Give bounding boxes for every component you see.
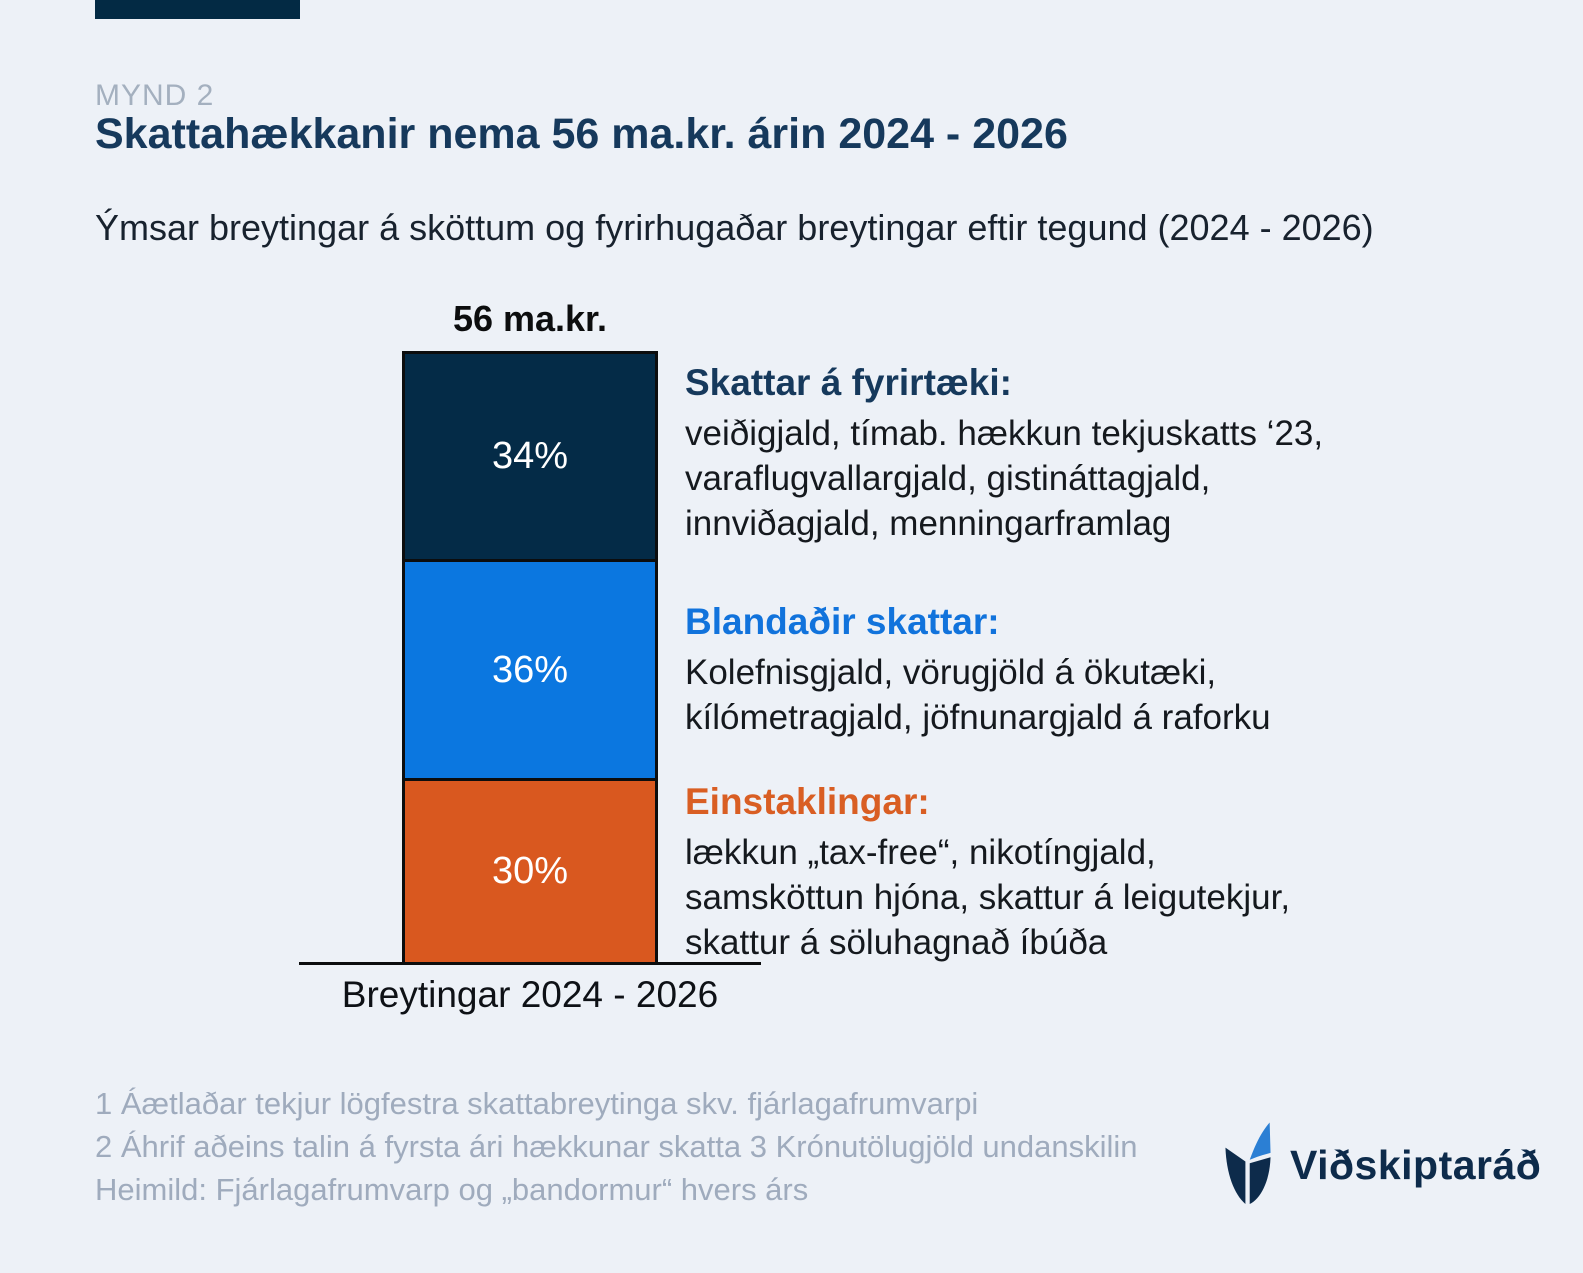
footnotes: 1 Áætlaðar tekjur lögfestra skattabreyti…: [95, 1082, 1215, 1211]
footnote-line: 1 Áætlaðar tekjur lögfestra skattabreyti…: [95, 1086, 979, 1121]
annotation-heading: Skattar á fyrirtæki:: [685, 362, 1012, 403]
bar-segment-individuals: 30%: [405, 781, 655, 962]
x-axis-label: Breytingar 2024 - 2026: [341, 974, 719, 1015]
annotation-line: kílómetragjald, jöfnunargjald á raforku: [685, 698, 1271, 737]
annotation-line: skattur á söluhagnað íbúða: [685, 923, 1108, 962]
annotation-mixed: Blandaðir skattar: Kolefnisgjald, vörugj…: [685, 601, 1485, 740]
page-subtitle: Ýmsar breytingar á sköttum og fyrirhugað…: [95, 207, 1374, 248]
annotation-companies: Skattar á fyrirtæki: veiðigjald, tímab. …: [685, 362, 1485, 546]
figure-label: MYND 2: [95, 79, 215, 112]
logo-text: Viðskiptaráð: [1290, 1141, 1542, 1188]
annotation-line: innviðagjald, menningarframlag: [685, 504, 1172, 543]
bar-segment-mixed: 36%: [405, 561, 655, 779]
annotation-line: Kolefnisgjald, vörugjöld á ökutæki,: [685, 653, 1217, 692]
segment-percent-label: 34%: [491, 434, 569, 477]
annotation-line: samsköttun hjóna, skattur á leigutekjur,: [685, 878, 1291, 917]
annotation-heading: Blandaðir skattar:: [685, 601, 1000, 642]
annotation-line: veiðigjald, tímab. hækkun tekjuskatts ‘2…: [685, 414, 1324, 453]
brand-accent-bar: [95, 0, 300, 19]
annotation-line: lækkun „tax-free“, nikotíngjald,: [685, 833, 1156, 872]
annotation-heading: Einstaklingar:: [685, 781, 930, 822]
x-axis-line: [299, 962, 761, 965]
annotation-line: varaflugvallargjald, gistináttagjald,: [685, 459, 1211, 498]
bar-total-label: 56 ma.kr.: [452, 298, 608, 339]
bar-segment-companies: 34%: [405, 354, 655, 559]
logo: Viðskiptaráð: [1222, 1118, 1541, 1212]
segment-percent-label: 36%: [491, 648, 569, 691]
segment-percent-label: 30%: [491, 850, 569, 893]
footnote-line: 2 Áhrif aðeins talin á fyrsta ári hækkun…: [95, 1129, 1138, 1164]
page-title: Skattahækkanir nema 56 ma.kr. árin 2024 …: [95, 110, 1068, 158]
stacked-bar: 34% 36% 30%: [402, 351, 658, 965]
footnote-line: Heimild: Fjárlagafrumvarp og „bandormur“…: [95, 1172, 809, 1207]
vidskiptarad-logo-icon: [1225, 1122, 1271, 1204]
annotation-individuals: Einstaklingar: lækkun „tax-free“, nikotí…: [685, 781, 1485, 965]
